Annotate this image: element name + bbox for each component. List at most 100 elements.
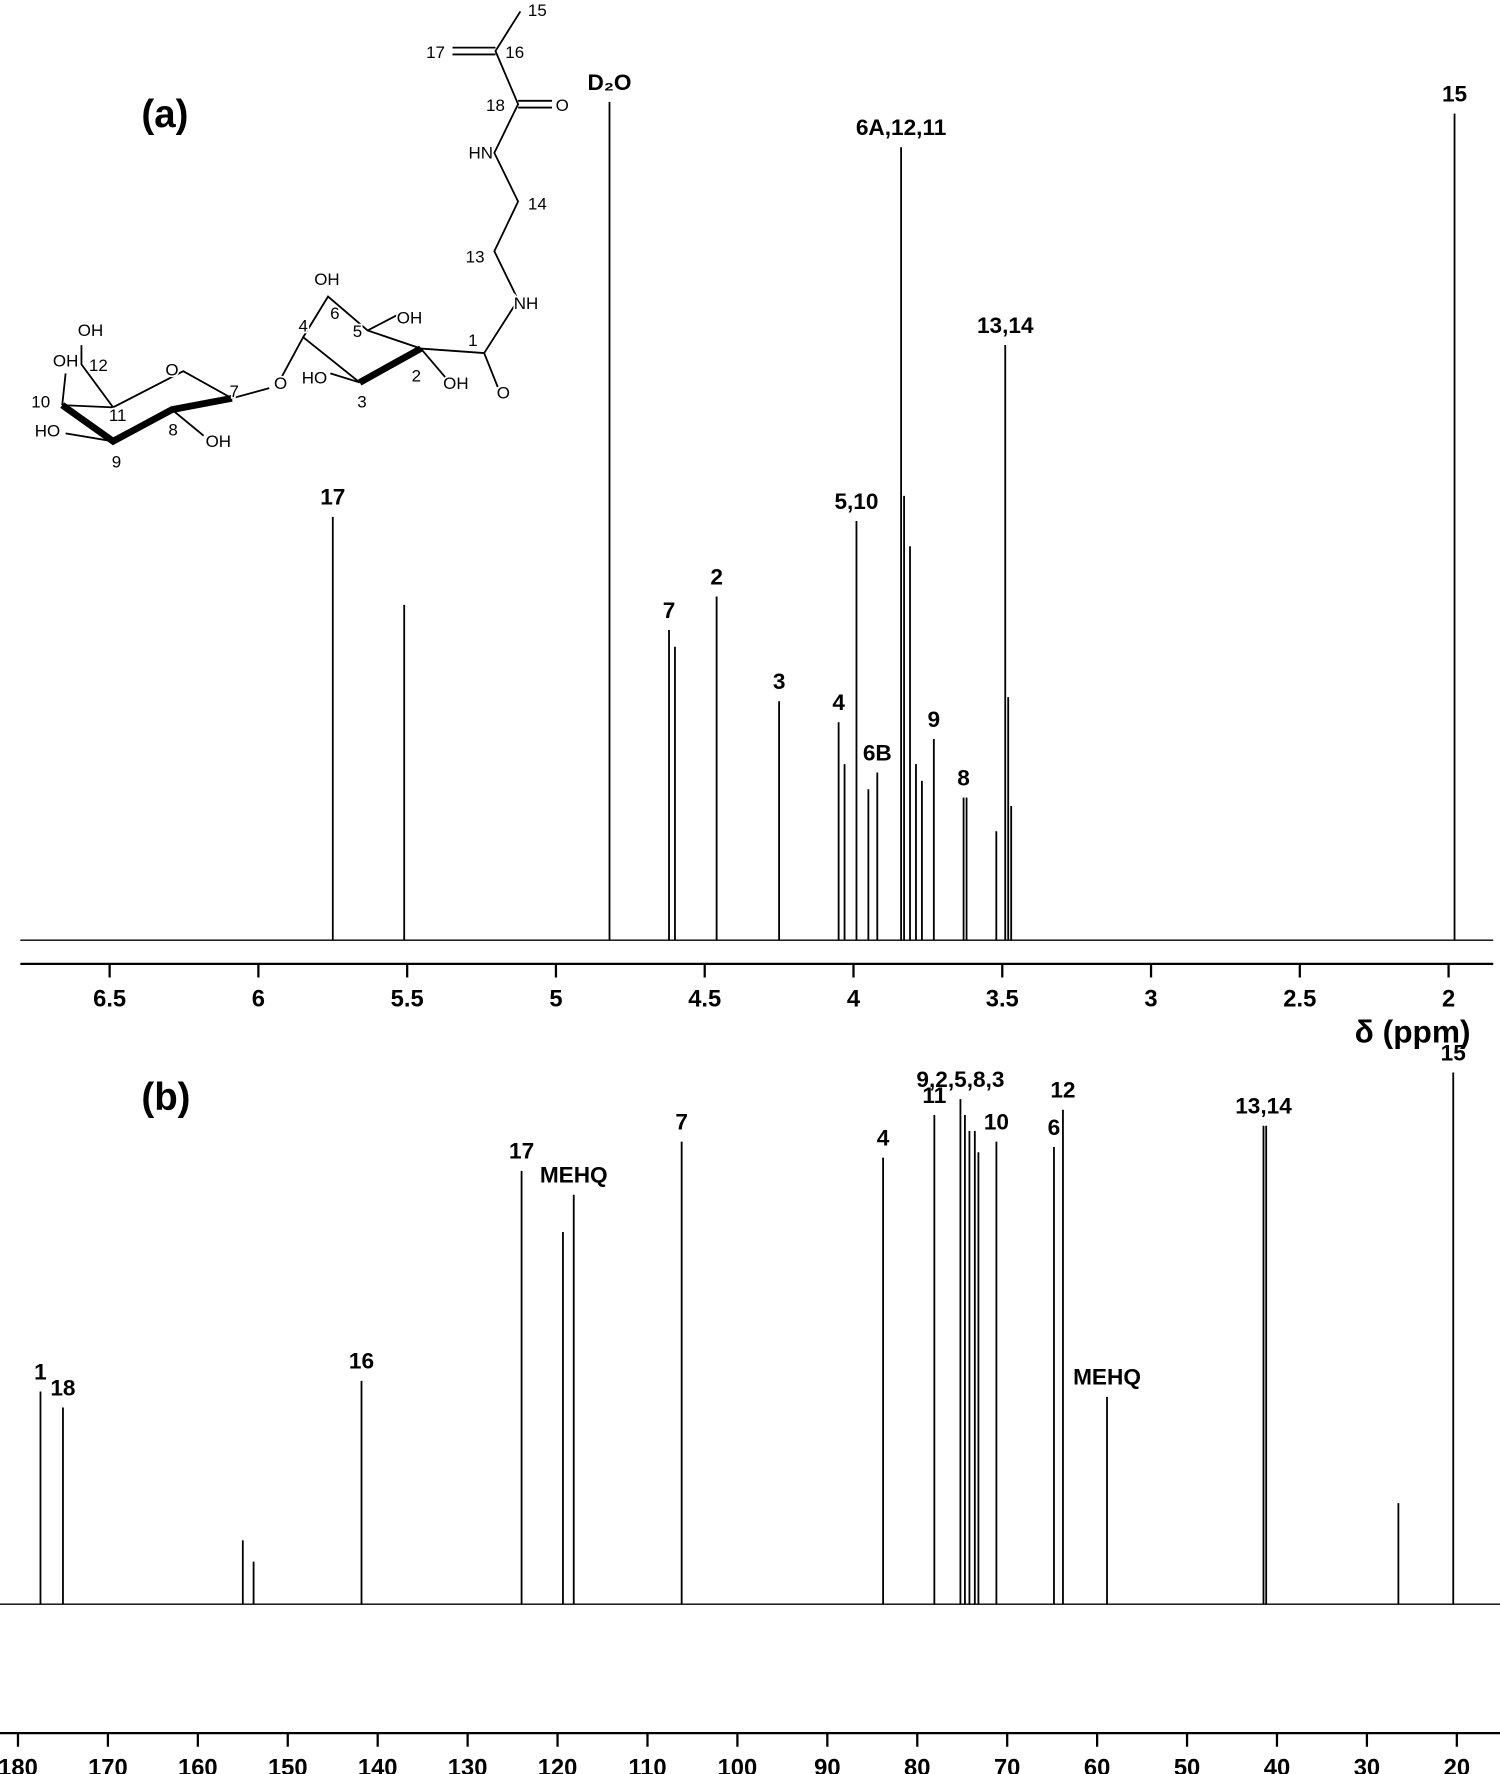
- x-tick-label: 160: [178, 1755, 218, 1774]
- peak-label: 15: [1442, 82, 1467, 107]
- peak-label: D₂O: [588, 70, 632, 95]
- x-tick-label: 70: [994, 1755, 1020, 1774]
- peak-label: 12: [1050, 1078, 1075, 1103]
- peak-label: 8: [957, 766, 970, 791]
- atom-label: 11: [109, 406, 127, 425]
- peak-label: 9,2,5,8,3: [916, 1067, 1004, 1092]
- peak-label: 11: [922, 1083, 946, 1108]
- atom-label: 18: [486, 96, 505, 115]
- peak-label: 5,10: [834, 489, 878, 514]
- peak-label: 4: [832, 690, 845, 715]
- x-tick-label: 6.5: [93, 985, 126, 1012]
- atom-label: 2: [412, 366, 421, 385]
- x-tick-label: 2.5: [1283, 985, 1316, 1012]
- x-tick-label: 150: [268, 1755, 308, 1774]
- atom-label: 4: [298, 317, 307, 336]
- x-tick-label: 5.5: [391, 985, 424, 1012]
- atom-label: OH: [53, 352, 78, 371]
- atom-label: 5: [353, 322, 362, 341]
- x-tick-label: 20: [1444, 1755, 1470, 1774]
- peak-label: 3: [773, 669, 786, 694]
- bond: [279, 336, 304, 380]
- atom-label: 9: [112, 452, 121, 471]
- x-tick-label: 4: [847, 985, 861, 1012]
- bond: [60, 394, 233, 446]
- x-tick-label: 3.5: [986, 985, 1019, 1012]
- peak-label: 15: [1441, 1040, 1466, 1065]
- atom-label: HO: [302, 369, 327, 388]
- peak-label: MEHQ: [1073, 1365, 1141, 1390]
- panel-label: (a): [141, 93, 188, 136]
- x-tick-label: 30: [1354, 1755, 1380, 1774]
- x-tick-label: 170: [88, 1755, 128, 1774]
- peak-label: 18: [50, 1375, 75, 1400]
- atom-label: 16: [505, 43, 524, 62]
- bond: [483, 10, 522, 354]
- atom-label: OH: [78, 321, 103, 340]
- peak-label: 7: [675, 1110, 688, 1135]
- x-tick-label: 3: [1144, 985, 1157, 1012]
- panel-label: (b): [141, 1076, 190, 1119]
- bond: [420, 347, 485, 354]
- x-tick-label: 140: [358, 1755, 398, 1774]
- atom-label: 17: [426, 43, 445, 62]
- atom-label: HN: [469, 143, 493, 162]
- atom-label: 10: [31, 392, 50, 411]
- x-tick-label: 60: [1084, 1755, 1110, 1774]
- bond: [61, 373, 67, 406]
- atom-label: 1: [468, 331, 477, 350]
- atom-label: 14: [528, 194, 547, 213]
- x-axis-label: δ (ppm): [1355, 1013, 1471, 1049]
- peak-label: 9: [928, 707, 941, 732]
- atom-label: O: [497, 383, 510, 402]
- atom-label: 8: [168, 421, 177, 440]
- bond: [171, 408, 205, 437]
- x-tick-label: 50: [1174, 1755, 1200, 1774]
- bond: [483, 352, 499, 388]
- x-tick-label: 40: [1264, 1755, 1290, 1774]
- bond: [358, 345, 423, 386]
- peak-label: 7: [663, 598, 676, 623]
- x-tick-label: 130: [448, 1755, 488, 1774]
- atom-label: 3: [357, 392, 366, 411]
- atom-label: 13: [466, 248, 485, 267]
- bond: [367, 313, 399, 332]
- molecule-structure: 15 17 16 18 O HN 14 13 NH 1 O OH 6 4 5 OH HO 3 2 OH O 7 O 8 OH 9 H…: [30, 0, 571, 473]
- atom-label: HO: [35, 422, 60, 441]
- peak-label: 10: [984, 1110, 1009, 1135]
- peak-label: 1: [34, 1359, 47, 1384]
- x-tick-label: 2: [1442, 985, 1455, 1012]
- atom-label: 12: [89, 356, 108, 375]
- atom-label: OH: [397, 309, 422, 328]
- x-tick-label: 80: [904, 1755, 930, 1774]
- x-tick-label: 120: [538, 1755, 578, 1774]
- atom-label: NH: [514, 294, 539, 313]
- atom-label: 6: [330, 304, 339, 323]
- bond: [301, 295, 422, 384]
- atom-label: 7: [229, 382, 238, 401]
- peak-label: 6A,12,11: [856, 115, 947, 140]
- bond: [65, 432, 114, 443]
- x-tick-label: 180: [0, 1755, 38, 1774]
- x-tick-label: 4.5: [688, 985, 721, 1012]
- peak-label: 4: [877, 1125, 890, 1150]
- atom-label: 15: [528, 1, 547, 20]
- x-tick-label: 110: [628, 1755, 666, 1774]
- peak-label: 16: [349, 1349, 374, 1374]
- peak-label: 13,14: [1235, 1094, 1292, 1119]
- atom-label: O: [274, 374, 287, 393]
- atom-label: O: [556, 96, 569, 115]
- atom-label: OH: [443, 374, 468, 393]
- peak-label: 6B: [863, 740, 892, 765]
- atom-label: O: [165, 361, 178, 380]
- peak-label: 17: [509, 1139, 534, 1164]
- bond: [62, 370, 270, 409]
- peak-label: MEHQ: [540, 1163, 608, 1188]
- peak-label: 6: [1048, 1115, 1061, 1140]
- peak-label: 2: [710, 564, 723, 589]
- x-tick-label: 6: [252, 985, 265, 1012]
- bond: [80, 345, 114, 408]
- peak-label: 13,14: [977, 313, 1034, 338]
- x-tick-label: 90: [814, 1755, 840, 1774]
